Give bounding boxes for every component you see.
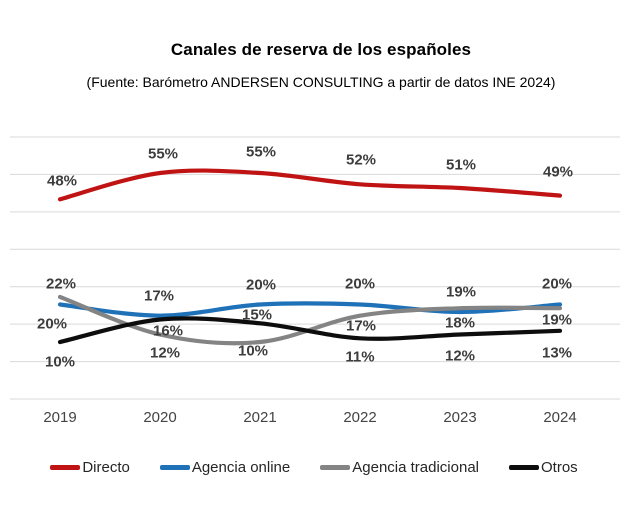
data-label-directo-2020: 55% (147, 145, 179, 163)
x-axis-label-2020: 2020 (143, 409, 177, 426)
legend-label-agencia-tradicional: Agencia tradicional (352, 459, 479, 476)
data-label-agencia-online-2022: 20% (344, 275, 376, 293)
legend-item-agencia-tradicional: Agencia tradicional (320, 459, 479, 476)
legend-swatch-agencia-online (159, 465, 190, 470)
chart-legend: Directo Agencia online Agencia tradicion… (0, 459, 628, 476)
chart-header: Canales de reserva de los españoles (Fue… (7, 0, 628, 90)
series-line-agencia-online (57, 301, 563, 318)
legend-label-otros: Otros (541, 459, 578, 476)
series-line-otros (57, 316, 563, 345)
data-label-otros-2022: 11% (345, 348, 375, 366)
chart-title: Canales de reserva de los españoles (170, 40, 472, 59)
legend-swatch-agencia-tradicional (320, 465, 351, 470)
legend-swatch-otros (509, 465, 539, 470)
x-axis-label-2024: 2024 (543, 409, 577, 426)
legend-label-agencia-online: Agencia online (191, 459, 291, 476)
data-label-agencia-online-2024: 20% (541, 275, 573, 293)
data-label-agencia-tradicional-2021: 10% (237, 342, 269, 360)
data-label-agencia-tradicional-2024: 19% (541, 311, 573, 329)
data-label-directo-2021: 55% (245, 143, 277, 161)
data-label-agencia-online-2020: 17% (143, 287, 175, 305)
legend-label-directo: Directo (82, 459, 130, 476)
data-label-agencia-online-2021: 20% (245, 276, 277, 294)
gridlines (10, 136, 620, 400)
data-label-otros-2021: 15% (241, 306, 273, 324)
x-axis-label-2023: 2023 (443, 409, 477, 426)
x-axis-label-2021: 2021 (243, 409, 277, 426)
x-axis-label-2022: 2022 (343, 409, 377, 426)
data-label-agencia-online-2019: 20% (36, 315, 68, 333)
data-label-otros-2023: 12% (444, 347, 476, 365)
chart-subtitle: (Fuente: Barómetro ANDERSEN CONSULTING a… (86, 74, 556, 90)
data-label-otros-2019: 10% (44, 353, 76, 371)
legend-swatch-directo (50, 465, 81, 470)
data-label-otros-2024: 13% (541, 344, 573, 362)
data-label-agencia-tradicional-2020: 12% (149, 344, 181, 362)
data-label-directo-2024: 49% (542, 163, 574, 181)
legend-item-agencia-online: Agencia online (159, 459, 291, 476)
data-label-agencia-tradicional-2019: 22% (45, 275, 77, 293)
data-label-otros-2020: 16% (152, 322, 184, 339)
data-label-agencia-online-2023: 18% (444, 314, 476, 332)
legend-item-otros: Otros (509, 459, 578, 476)
x-axis-label-2019: 2019 (43, 409, 77, 426)
data-label-agencia-tradicional-2023: 19% (445, 283, 477, 301)
data-label-directo-2022: 52% (345, 151, 377, 169)
series-line-directo (57, 168, 563, 202)
legend-item-directo: Directo (50, 459, 130, 476)
data-label-directo-2019: 48% (46, 172, 78, 190)
data-label-agencia-tradicional-2022: 17% (345, 317, 377, 335)
data-label-directo-2023: 51% (445, 156, 477, 174)
